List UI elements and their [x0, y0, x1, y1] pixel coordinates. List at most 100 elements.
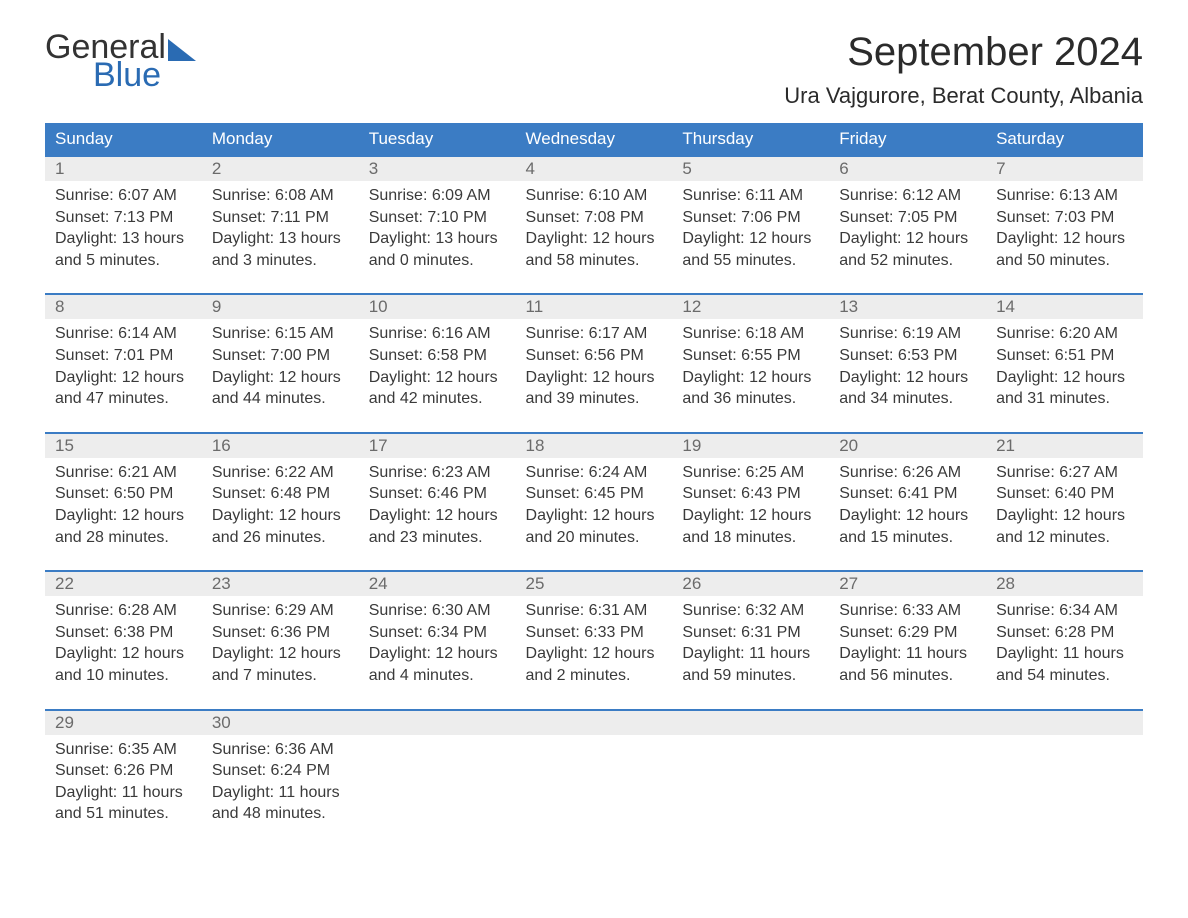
day-cell: 16Sunrise: 6:22 AMSunset: 6:48 PMDayligh… — [202, 432, 359, 570]
daylight-line-1: Daylight: 12 hours — [212, 367, 349, 389]
dow-monday: Monday — [202, 123, 359, 155]
day-number: 11 — [516, 293, 673, 319]
daylight-line-1: Daylight: 12 hours — [526, 643, 663, 665]
day-cell: 23Sunrise: 6:29 AMSunset: 6:36 PMDayligh… — [202, 570, 359, 708]
daylight-line-1: Daylight: 11 hours — [682, 643, 819, 665]
daylight-line-1: Daylight: 12 hours — [55, 367, 192, 389]
daylight-line-2: and 59 minutes. — [682, 665, 819, 687]
daylight-line-2: and 20 minutes. — [526, 527, 663, 549]
day-number: 20 — [829, 432, 986, 458]
day-body: Sunrise: 6:11 AMSunset: 7:06 PMDaylight:… — [672, 181, 829, 293]
day-cell: 28Sunrise: 6:34 AMSunset: 6:28 PMDayligh… — [986, 570, 1143, 708]
sunrise-line: Sunrise: 6:15 AM — [212, 323, 349, 345]
sunset-line: Sunset: 7:00 PM — [212, 345, 349, 367]
logo: General Blue — [45, 30, 196, 92]
day-cell: 5Sunrise: 6:11 AMSunset: 7:06 PMDaylight… — [672, 155, 829, 293]
daylight-line-1: Daylight: 12 hours — [839, 505, 976, 527]
sunrise-line: Sunrise: 6:17 AM — [526, 323, 663, 345]
daylight-line-2: and 5 minutes. — [55, 250, 192, 272]
daylight-line-2: and 10 minutes. — [55, 665, 192, 687]
dow-sunday: Sunday — [45, 123, 202, 155]
daylight-line-2: and 26 minutes. — [212, 527, 349, 549]
sunset-line: Sunset: 7:01 PM — [55, 345, 192, 367]
empty-day-number — [829, 709, 986, 735]
sunset-line: Sunset: 6:53 PM — [839, 345, 976, 367]
sunrise-line: Sunrise: 6:34 AM — [996, 600, 1133, 622]
daylight-line-1: Daylight: 13 hours — [212, 228, 349, 250]
dow-thursday: Thursday — [672, 123, 829, 155]
day-cell: 22Sunrise: 6:28 AMSunset: 6:38 PMDayligh… — [45, 570, 202, 708]
day-number: 3 — [359, 155, 516, 181]
day-cell: 6Sunrise: 6:12 AMSunset: 7:05 PMDaylight… — [829, 155, 986, 293]
calendar-body: 1Sunrise: 6:07 AMSunset: 7:13 PMDaylight… — [45, 155, 1143, 847]
daylight-line-1: Daylight: 12 hours — [996, 367, 1133, 389]
day-number: 24 — [359, 570, 516, 596]
day-cell: 14Sunrise: 6:20 AMSunset: 6:51 PMDayligh… — [986, 293, 1143, 431]
daylight-line-1: Daylight: 13 hours — [55, 228, 192, 250]
daylight-line-1: Daylight: 12 hours — [526, 228, 663, 250]
day-number: 6 — [829, 155, 986, 181]
sunset-line: Sunset: 6:41 PM — [839, 483, 976, 505]
daylight-line-1: Daylight: 12 hours — [839, 228, 976, 250]
daylight-line-1: Daylight: 12 hours — [996, 228, 1133, 250]
day-cell: 7Sunrise: 6:13 AMSunset: 7:03 PMDaylight… — [986, 155, 1143, 293]
daylight-line-1: Daylight: 12 hours — [55, 505, 192, 527]
day-body: Sunrise: 6:28 AMSunset: 6:38 PMDaylight:… — [45, 596, 202, 708]
daylight-line-2: and 48 minutes. — [212, 803, 349, 825]
day-cell: 25Sunrise: 6:31 AMSunset: 6:33 PMDayligh… — [516, 570, 673, 708]
day-body: Sunrise: 6:09 AMSunset: 7:10 PMDaylight:… — [359, 181, 516, 293]
daylight-line-2: and 51 minutes. — [55, 803, 192, 825]
daylight-line-2: and 42 minutes. — [369, 388, 506, 410]
day-body: Sunrise: 6:16 AMSunset: 6:58 PMDaylight:… — [359, 319, 516, 431]
day-cell: 30Sunrise: 6:36 AMSunset: 6:24 PMDayligh… — [202, 709, 359, 847]
sunrise-line: Sunrise: 6:29 AM — [212, 600, 349, 622]
sunset-line: Sunset: 6:29 PM — [839, 622, 976, 644]
sunset-line: Sunset: 6:45 PM — [526, 483, 663, 505]
day-body: Sunrise: 6:36 AMSunset: 6:24 PMDaylight:… — [202, 735, 359, 847]
sunset-line: Sunset: 7:11 PM — [212, 207, 349, 229]
sunrise-line: Sunrise: 6:26 AM — [839, 462, 976, 484]
daylight-line-1: Daylight: 12 hours — [212, 505, 349, 527]
day-number: 27 — [829, 570, 986, 596]
empty-day-number — [359, 709, 516, 735]
sunrise-line: Sunrise: 6:31 AM — [526, 600, 663, 622]
day-body: Sunrise: 6:22 AMSunset: 6:48 PMDaylight:… — [202, 458, 359, 570]
day-cell — [359, 709, 516, 847]
week-row: 1Sunrise: 6:07 AMSunset: 7:13 PMDaylight… — [45, 155, 1143, 293]
sunset-line: Sunset: 7:08 PM — [526, 207, 663, 229]
daylight-line-2: and 18 minutes. — [682, 527, 819, 549]
day-number: 2 — [202, 155, 359, 181]
sunrise-line: Sunrise: 6:19 AM — [839, 323, 976, 345]
daylight-line-2: and 3 minutes. — [212, 250, 349, 272]
sunrise-line: Sunrise: 6:20 AM — [996, 323, 1133, 345]
logo-word2: Blue — [93, 58, 196, 92]
daylight-line-2: and 28 minutes. — [55, 527, 192, 549]
daylight-line-2: and 4 minutes. — [369, 665, 506, 687]
daylight-line-1: Daylight: 11 hours — [212, 782, 349, 804]
day-number: 1 — [45, 155, 202, 181]
sunrise-line: Sunrise: 6:18 AM — [682, 323, 819, 345]
day-number: 21 — [986, 432, 1143, 458]
daylight-line-2: and 50 minutes. — [996, 250, 1133, 272]
day-number: 12 — [672, 293, 829, 319]
daylight-line-2: and 7 minutes. — [212, 665, 349, 687]
title-block: September 2024 Ura Vajgurore, Berat Coun… — [784, 30, 1143, 109]
sunset-line: Sunset: 6:50 PM — [55, 483, 192, 505]
day-body: Sunrise: 6:15 AMSunset: 7:00 PMDaylight:… — [202, 319, 359, 431]
empty-day-number — [986, 709, 1143, 735]
day-number: 16 — [202, 432, 359, 458]
day-body: Sunrise: 6:32 AMSunset: 6:31 PMDaylight:… — [672, 596, 829, 708]
day-body: Sunrise: 6:31 AMSunset: 6:33 PMDaylight:… — [516, 596, 673, 708]
daylight-line-2: and 2 minutes. — [526, 665, 663, 687]
day-cell: 4Sunrise: 6:10 AMSunset: 7:08 PMDaylight… — [516, 155, 673, 293]
daylight-line-2: and 54 minutes. — [996, 665, 1133, 687]
sunset-line: Sunset: 6:38 PM — [55, 622, 192, 644]
sunrise-line: Sunrise: 6:14 AM — [55, 323, 192, 345]
daylight-line-1: Daylight: 12 hours — [55, 643, 192, 665]
daylight-line-2: and 12 minutes. — [996, 527, 1133, 549]
day-body: Sunrise: 6:21 AMSunset: 6:50 PMDaylight:… — [45, 458, 202, 570]
day-number: 26 — [672, 570, 829, 596]
empty-day-body — [672, 735, 829, 825]
sunrise-line: Sunrise: 6:22 AM — [212, 462, 349, 484]
daylight-line-2: and 36 minutes. — [682, 388, 819, 410]
